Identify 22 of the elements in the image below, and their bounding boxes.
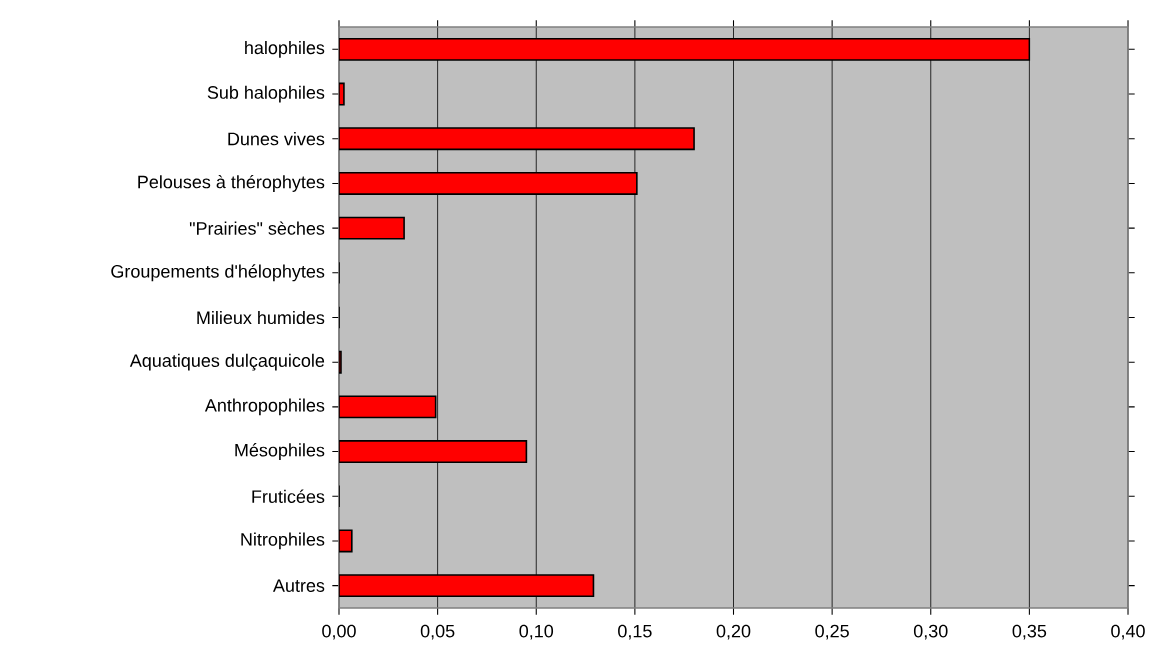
y-tick-label: Mésophiles [235, 443, 325, 461]
y-tick-label: Aquatiques dulçaquicole [129, 353, 325, 371]
y-tick-label: Fruticées [252, 489, 325, 503]
y-tick-label: Groupements d'hélophytes [111, 264, 325, 282]
x-tick-label: 0,20 [716, 624, 751, 640]
x-tick-label: 0,35 [1012, 624, 1047, 640]
x-tick-label: 0,40 [1111, 624, 1145, 640]
y-tick-label: Milieux humides [197, 310, 325, 325]
x-tick-label: 0,30 [913, 624, 948, 640]
y-tick-label: "Prairies" sèches [189, 221, 325, 235]
x-tick-label: 0,10 [519, 624, 554, 640]
y-tick-label: halophiles [245, 40, 325, 58]
x-tick-label: 0,15 [618, 624, 652, 640]
y-tick-label: Anthropophiles [204, 398, 325, 416]
y-tick-label: Pelouses à thérophytes [138, 174, 325, 192]
y-tick-label: Dunes vives [228, 132, 325, 146]
x-tick-label: 0,05 [420, 624, 455, 640]
y-tick-label: Autres [272, 579, 325, 592]
x-tick-label: 0,25 [815, 624, 849, 640]
y-tick-label: Sub halophiles [207, 85, 325, 103]
y-tick-label: Nitrophiles [241, 532, 325, 550]
x-tick-label: 0,00 [322, 624, 356, 640]
